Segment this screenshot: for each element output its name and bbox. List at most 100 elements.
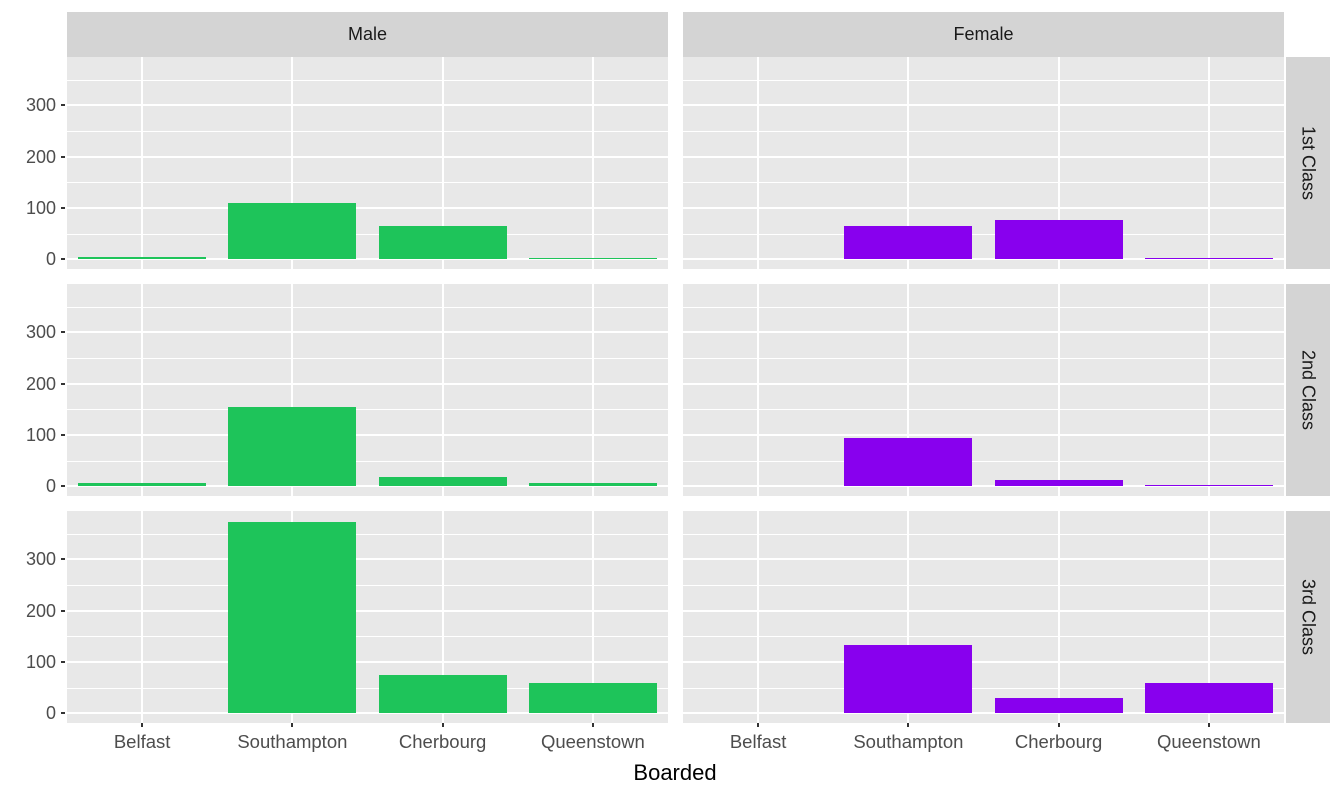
bar-cherbourg-female [994,480,1123,486]
facet-strip-3rd-class: 3rd Class [1286,511,1330,723]
y-tick-mark [61,156,65,158]
vertical-gridline [1057,284,1060,496]
y-tick-label: 100 [25,652,56,672]
facet-strip-2nd-class: 2nd Class [1286,284,1330,496]
x-tick-mark [1207,723,1210,727]
minor-gridline [683,357,1284,359]
major-gridline [683,155,1284,158]
bar-cherbourg-male [378,477,507,486]
x-tick-label: Belfast [729,731,787,752]
vertical-gridline [441,511,444,723]
x-axis-labels-male: Belfast Southampton Cherbourg Queenstown [67,731,668,753]
vertical-gridline [757,284,760,496]
minor-gridline [67,130,668,132]
y-tick-label: 100 [25,425,56,445]
major-gridline [683,433,1284,436]
y-tick-mark [61,661,65,663]
bar-cherbourg-female [994,697,1123,713]
y-axis-row-3rd-class: 300 200 100 0 [0,511,67,723]
x-axis-ticks-male [67,723,668,727]
facet-strip-3rd-class-label: 3rd Class [1298,578,1319,656]
vertical-gridline [141,284,144,496]
bar-queenstown-female [1144,682,1273,713]
y-tick-mark [61,258,65,260]
facet-strip-female-label: Female [953,24,1014,44]
minor-gridline [67,306,668,308]
major-gridline [67,660,668,663]
major-gridline [67,558,668,561]
minor-gridline [67,533,668,535]
x-tick-mark [907,723,910,727]
y-tick-mark [61,104,65,106]
panel-male-3rd-class [67,511,668,723]
y-tick-mark [61,331,65,333]
minor-gridline [683,460,1284,462]
bar-belfast-male [78,482,207,486]
vertical-gridline [757,511,760,723]
y-axis-row-2nd-class: 300 200 100 0 [0,284,67,496]
vertical-gridline [591,57,594,269]
vertical-gridline [591,511,594,723]
major-gridline [683,660,1284,663]
bar-queenstown-female [1144,484,1273,486]
x-tick-label: Queenstown [1156,731,1261,752]
facet-strip-male-label: Male [347,24,387,44]
facet-strip-2nd-class-label: 2nd Class [1298,349,1319,431]
minor-gridline [683,687,1284,689]
bar-southampton-female [844,644,973,713]
minor-gridline [683,306,1284,308]
minor-gridline [67,233,668,235]
bar-queenstown-female [1144,257,1273,259]
major-gridline [683,558,1284,561]
bar-cherbourg-male [378,674,507,713]
x-tick-label: Cherbourg [398,731,487,752]
facet-strip-1st-class-label: 1st Class [1298,125,1319,201]
major-gridline [67,712,668,715]
bar-cherbourg-female [994,220,1123,259]
major-gridline [67,155,668,158]
y-tick-mark [61,610,65,612]
vertical-gridline [1207,511,1210,723]
x-tick-label: Southampton [853,731,964,752]
y-tick-label: 100 [25,198,56,218]
minor-gridline [67,409,668,411]
x-tick-mark [141,723,144,727]
minor-gridline [683,79,1284,81]
panel-male-1st-class [67,57,668,269]
vertical-gridline [441,57,444,269]
major-gridline [683,258,1284,261]
major-gridline [683,206,1284,209]
y-tick-label: 300 [25,322,56,342]
vertical-gridline [291,284,294,496]
bar-southampton-female [844,438,973,486]
vertical-gridline [591,284,594,496]
panel-male-2nd-class [67,284,668,496]
major-gridline [683,609,1284,612]
y-tick-label: 200 [25,374,56,394]
x-tick-label: Cherbourg [1014,731,1103,752]
y-tick-label: 0 [45,476,56,496]
minor-gridline [67,460,668,462]
major-gridline [67,609,668,612]
panel-female-1st-class [683,57,1284,269]
x-tick-label: Southampton [237,731,348,752]
y-tick-label: 200 [25,601,56,621]
minor-gridline [67,687,668,689]
y-tick-label: 300 [25,549,56,569]
major-gridline [683,331,1284,334]
minor-gridline [67,182,668,184]
y-tick-label: 300 [25,95,56,115]
y-tick-label: 0 [45,249,56,269]
x-tick-mark [591,723,594,727]
major-gridline [683,382,1284,385]
panel-female-2nd-class [683,284,1284,496]
major-gridline [67,433,668,436]
vertical-gridline [441,284,444,496]
bar-queenstown-male [528,257,657,259]
x-tick-mark [757,723,760,727]
panel-female-3rd-class [683,511,1284,723]
minor-gridline [683,636,1284,638]
minor-gridline [67,584,668,586]
x-axis-ticks-female [683,723,1284,727]
